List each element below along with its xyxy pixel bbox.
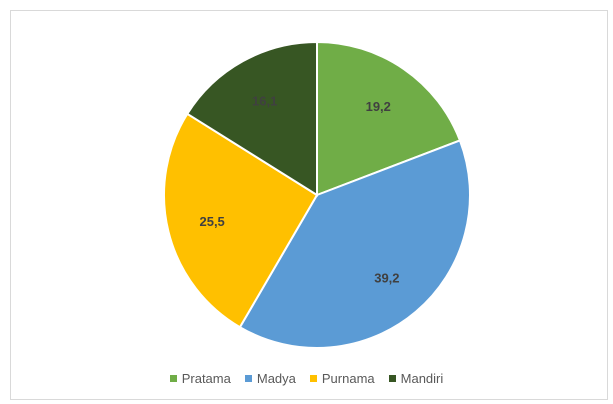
pie-slice-madya xyxy=(238,139,471,349)
data-label-purnama: 25,5 xyxy=(199,214,224,229)
pie-slice-purnama xyxy=(163,112,319,329)
legend: Pratama Madya Purnama Mandiri xyxy=(0,371,613,386)
legend-label-purnama: Purnama xyxy=(321,371,375,386)
data-label-mandiri: 16,1 xyxy=(252,94,277,109)
legend-swatch-pratama xyxy=(169,375,177,382)
data-label-madya: 39,2 xyxy=(374,270,399,285)
legend-label-pratama: Pratama xyxy=(181,371,231,386)
legend-swatch-madya xyxy=(244,375,252,382)
legend-item-madya: Madya xyxy=(244,371,296,386)
legend-label-mandiri: Mandiri xyxy=(400,371,444,386)
legend-label-madya: Madya xyxy=(256,371,296,386)
legend-item-pratama: Pratama xyxy=(169,371,231,386)
legend-item-purnama: Purnama xyxy=(309,371,375,386)
pie-slice-pratama xyxy=(316,40,462,197)
pie-slice-mandiri xyxy=(185,40,318,197)
legend-item-mandiri: Mandiri xyxy=(388,371,444,386)
legend-swatch-purnama xyxy=(309,375,317,382)
data-label-pratama: 19,2 xyxy=(366,99,391,114)
legend-swatch-mandiri xyxy=(388,375,396,382)
